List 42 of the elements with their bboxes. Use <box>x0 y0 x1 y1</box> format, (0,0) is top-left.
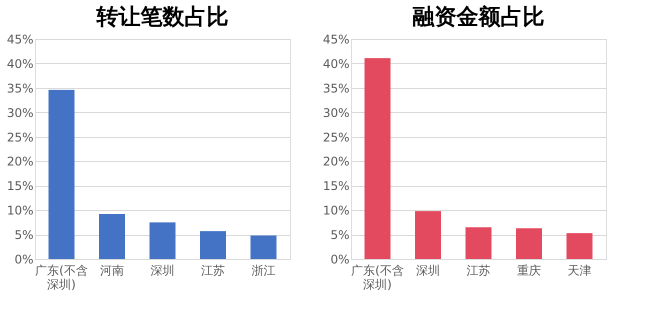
y-tick-label: 45% <box>6 32 34 46</box>
y-tick-label: 30% <box>6 106 34 120</box>
bar <box>150 222 176 259</box>
y-tick-label: 5% <box>14 228 34 242</box>
x-tick-label: 天津 <box>567 264 592 278</box>
chart-title: 融资金额占比 <box>412 4 544 30</box>
bar <box>48 90 75 259</box>
y-tick-label: 0% <box>330 252 350 266</box>
x-tick-label: 浙江 <box>251 264 276 278</box>
x-tick-label: 河南 <box>100 264 124 278</box>
y-tick-label: 25% <box>6 130 34 144</box>
y-tick-label: 20% <box>6 154 34 169</box>
bar <box>415 211 442 259</box>
y-tick-label: 30% <box>322 106 350 120</box>
y-tick-label: 25% <box>322 130 350 144</box>
bar <box>516 228 542 259</box>
y-tick-label: 15% <box>6 179 34 194</box>
y-tick-label: 35% <box>322 81 350 96</box>
bar <box>200 231 226 259</box>
bar <box>99 214 126 259</box>
y-tick-label: 20% <box>322 154 350 169</box>
y-tick-label: 0% <box>14 252 34 266</box>
x-tick-label: 深圳 <box>150 264 174 278</box>
y-tick-label: 10% <box>322 204 350 218</box>
x-tick-label: 江苏 <box>466 264 490 278</box>
bar <box>466 227 492 259</box>
y-tick-label: 35% <box>6 81 34 96</box>
x-tick-label: 江苏 <box>200 264 225 278</box>
chart-title: 转让笔数占比 <box>96 4 228 30</box>
x-tick-label: 广东(不含深圳) <box>35 264 88 292</box>
bar <box>364 58 391 259</box>
y-tick-label: 40% <box>322 56 350 71</box>
x-tick-label: 重庆 <box>516 264 541 278</box>
y-tick-label: 5% <box>330 228 350 242</box>
y-tick-label: 15% <box>322 179 350 194</box>
bar <box>566 233 592 259</box>
x-tick-label: 深圳 <box>416 264 440 278</box>
bar <box>250 236 276 259</box>
y-tick-label: 45% <box>322 32 350 46</box>
y-tick-label: 10% <box>6 204 34 218</box>
x-tick-label: 广东(不含深圳) <box>351 264 404 292</box>
y-tick-label: 40% <box>6 56 34 71</box>
